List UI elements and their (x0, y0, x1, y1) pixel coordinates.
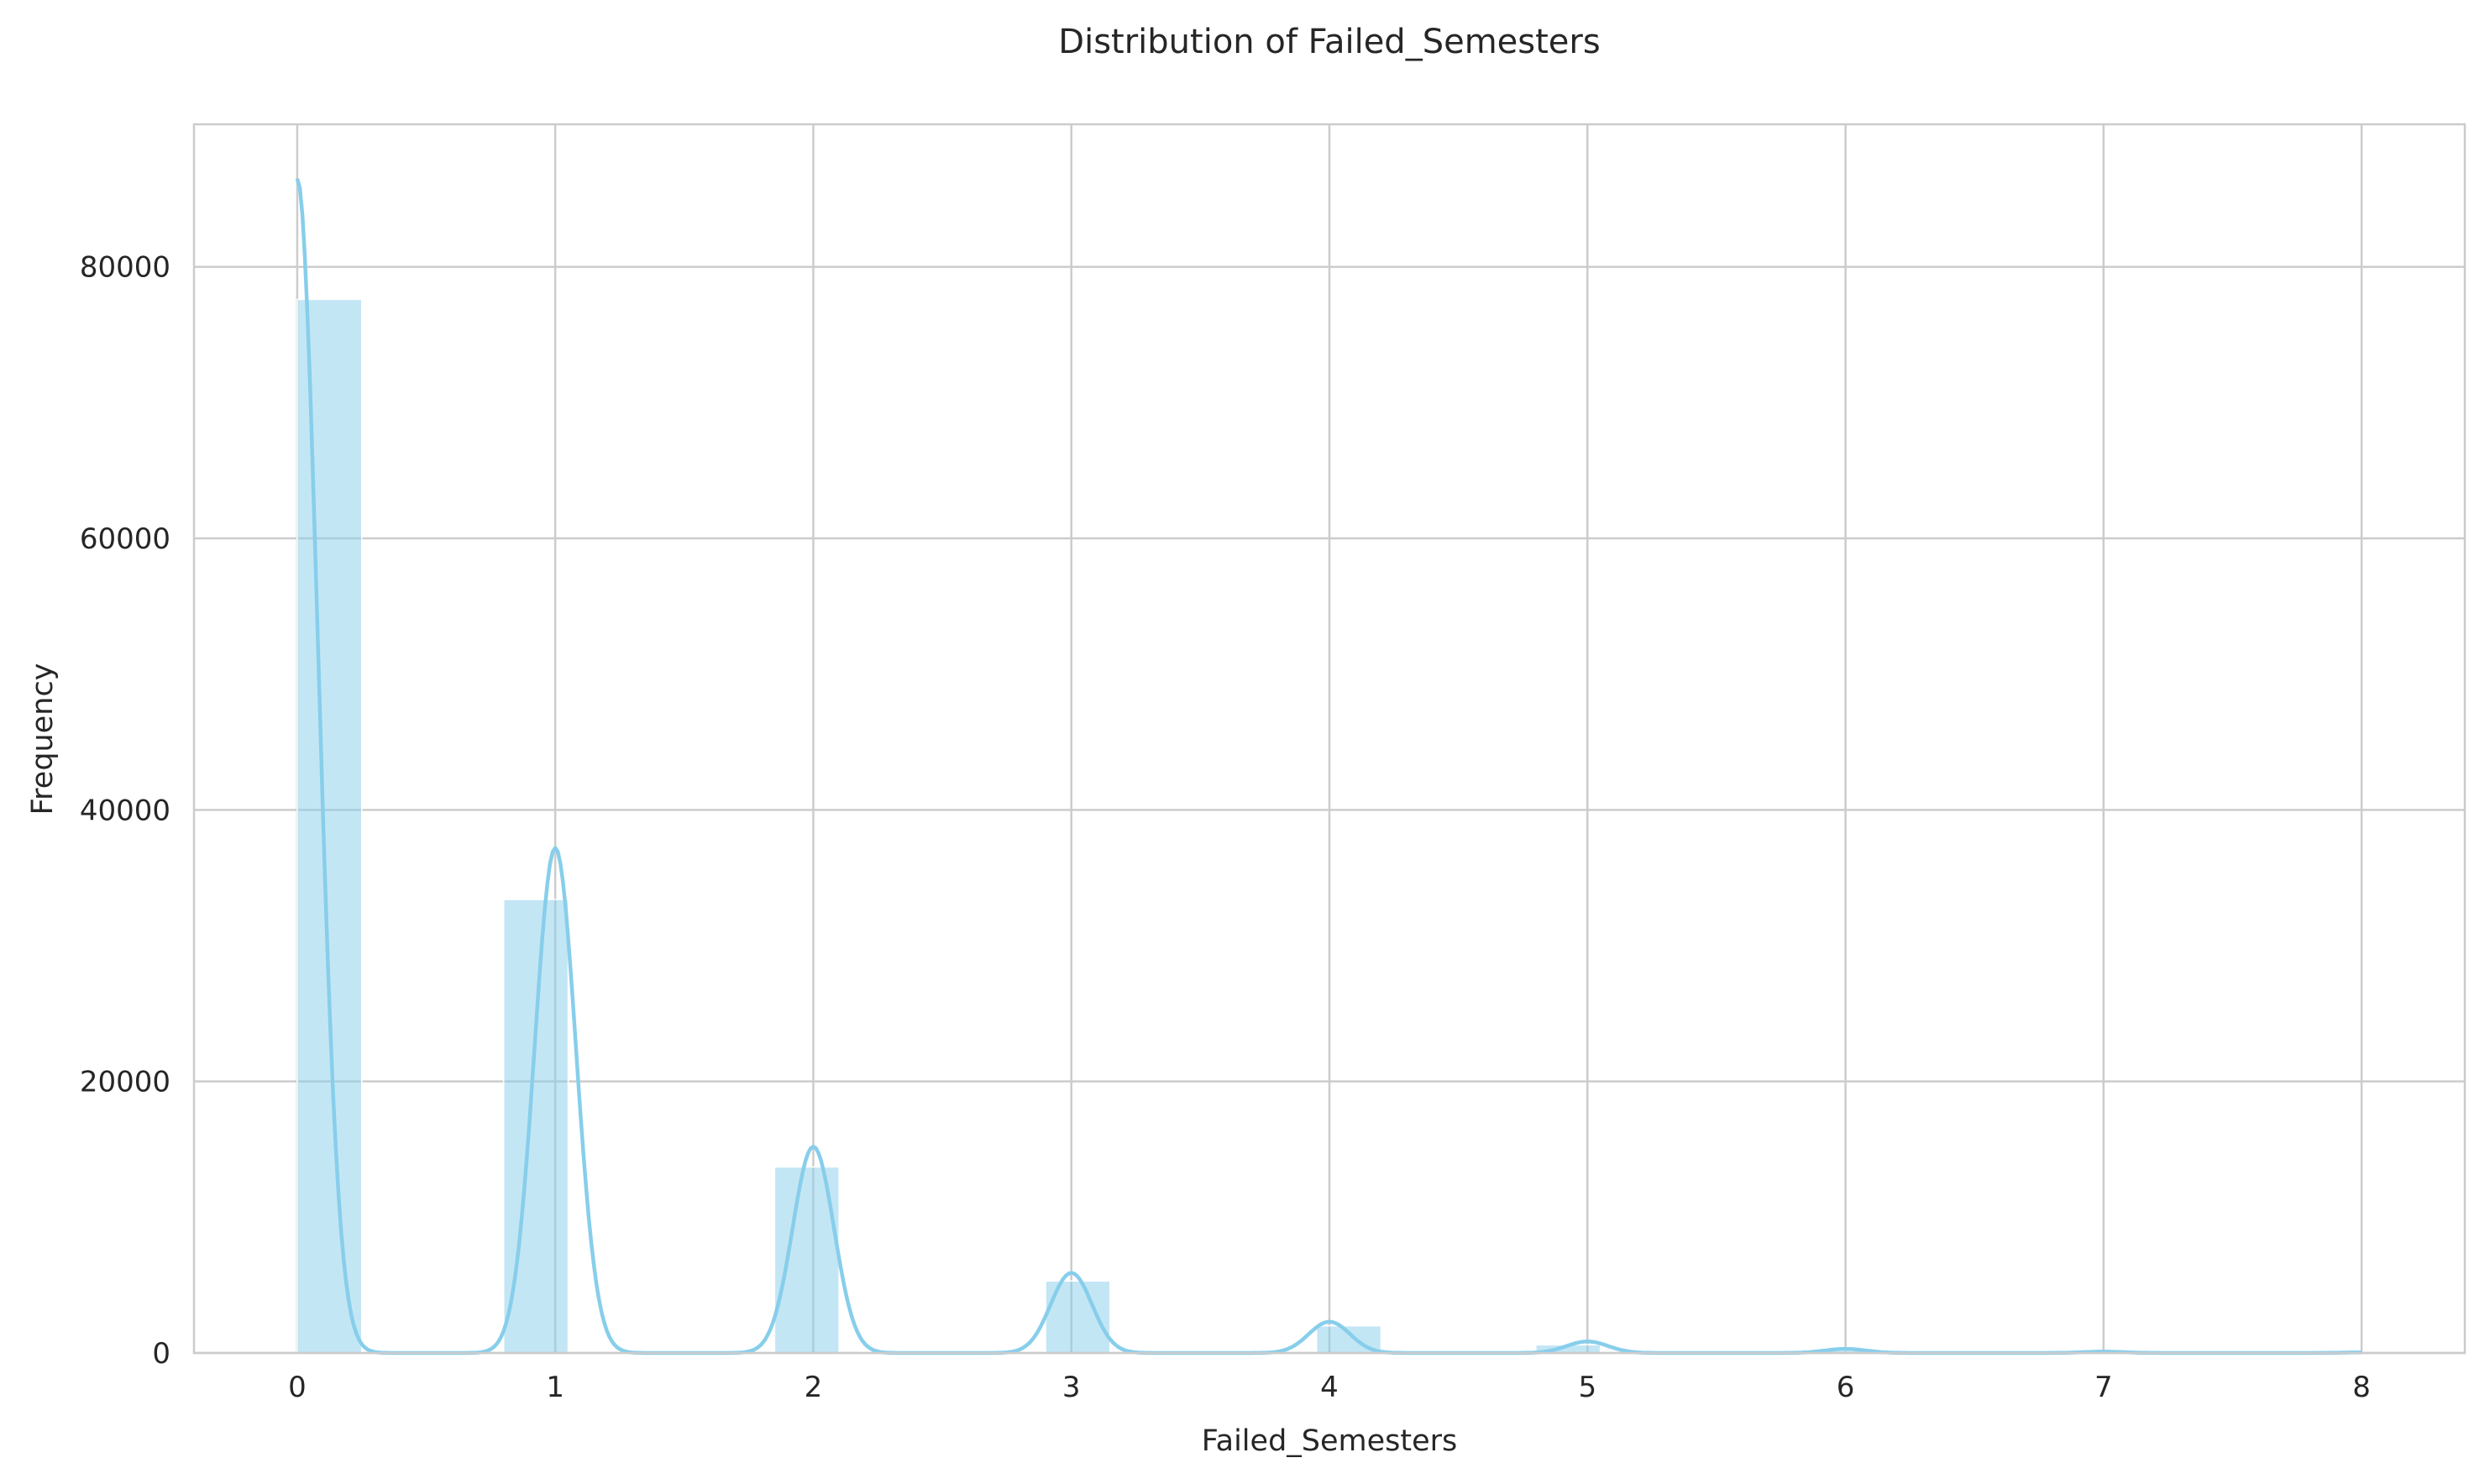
histogram-bar (297, 300, 362, 1353)
y-tick-label: 0 (152, 1337, 170, 1371)
y-tick-label: 20000 (80, 1066, 170, 1099)
x-tick-label: 3 (1062, 1371, 1081, 1404)
x-tick-label: 5 (1578, 1371, 1596, 1404)
y-tick-label: 60000 (80, 522, 170, 556)
x-tick-label: 6 (1837, 1371, 1855, 1404)
x-tick-label: 7 (2094, 1371, 2113, 1404)
y-axis-label: Frequency (26, 663, 60, 815)
y-tick-label: 40000 (80, 794, 170, 827)
chart-title: Distribution of Failed_Semesters (1058, 23, 1600, 61)
x-tick-label: 8 (2352, 1371, 2371, 1404)
x-tick-label: 0 (288, 1371, 307, 1404)
x-axis-label: Failed_Semesters (1202, 1424, 1458, 1458)
x-tick-label: 2 (805, 1371, 823, 1404)
x-tick-label: 1 (546, 1371, 564, 1404)
y-tick-label: 80000 (80, 251, 170, 285)
x-tick-label: 4 (1320, 1371, 1339, 1404)
